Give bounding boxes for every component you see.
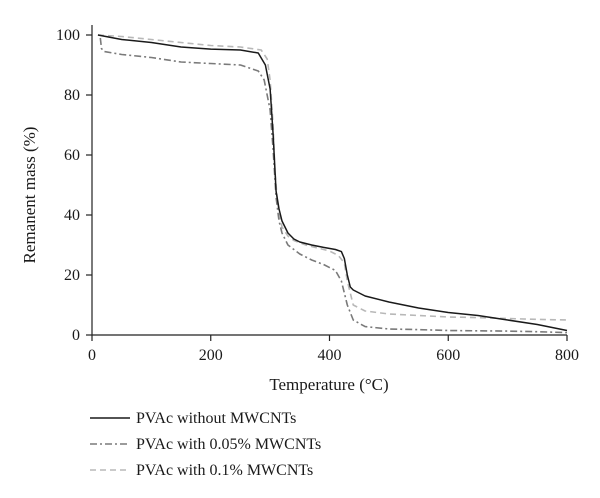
plot-area	[97, 34, 568, 334]
y-axis-title: Remanent mass (%)	[20, 127, 39, 264]
x-tick-label-600: 600	[436, 347, 460, 364]
legend-label-2: PVAc with 0.1% MWCNTs	[136, 462, 313, 479]
x-tick-label-200: 200	[199, 347, 223, 364]
legend-label-1: PVAc with 0.05% MWCNTs	[136, 436, 321, 453]
x-axis-title: Temperature (°C)	[269, 375, 388, 394]
y-tick-label-60: 60	[64, 147, 80, 164]
y-tick-label-80: 80	[64, 87, 80, 104]
x-tick-label-400: 400	[318, 347, 342, 364]
series-line-1	[99, 37, 568, 334]
y-tick-label-0: 0	[72, 327, 80, 344]
legend-label-0: PVAc without MWCNTs	[136, 410, 296, 427]
y-tick-label-100: 100	[56, 27, 80, 44]
y-tick-label-40: 40	[64, 207, 80, 224]
axes-frame	[91, 25, 567, 336]
y-axis: 0 20 40 60 80 100	[56, 27, 92, 344]
y-tick-label-20: 20	[64, 267, 80, 284]
x-tick-label-0: 0	[88, 347, 96, 364]
x-axis: 0 200 400 600 800	[88, 335, 579, 364]
x-tick-label-800: 800	[555, 347, 579, 364]
series-line-0	[97, 34, 568, 332]
legend: PVAc without MWCNTs PVAc with 0.05% MWCN…	[90, 410, 321, 479]
series-line-2	[97, 34, 568, 321]
